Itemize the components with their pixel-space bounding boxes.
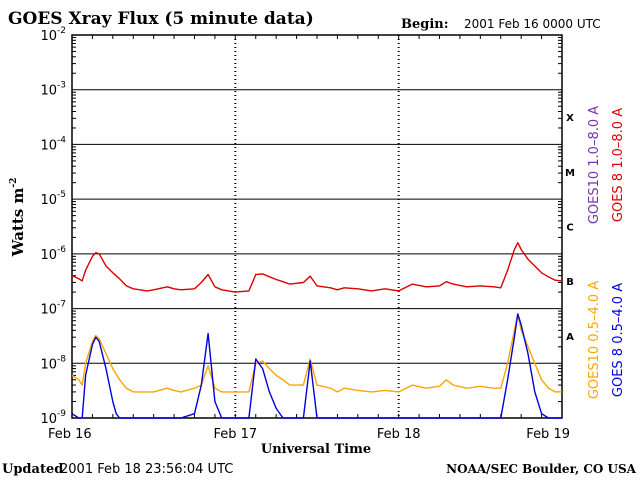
y-tick-base: 10 bbox=[40, 357, 57, 372]
y-tick-base: 10 bbox=[40, 84, 57, 99]
y-tick-base: 10 bbox=[40, 412, 57, 427]
flare-class-label: C bbox=[566, 223, 573, 234]
x-tick-label: Feb 16 bbox=[48, 427, 92, 442]
legend-entry: GOES 8 0.5–4.0 A bbox=[611, 283, 626, 397]
flare-class-label: B bbox=[566, 277, 574, 288]
y-tick-label: 10-7 bbox=[40, 300, 66, 318]
y-tick-base: 10 bbox=[40, 29, 57, 44]
y-tick-label: 10-3 bbox=[40, 81, 66, 99]
y-tick-label: 10-2 bbox=[40, 26, 66, 44]
legend: GOES10 1.0–8.0 A GOES 8 1.0–8.0 A GOES10 0… bbox=[587, 106, 626, 399]
updated-value: 2001 Feb 18 23:56:04 UTC bbox=[60, 462, 233, 477]
x-tick-label: Feb 17 bbox=[213, 427, 257, 442]
chart-title: GOES Xray Flux (5 minute data) bbox=[8, 9, 314, 29]
x-tick-label: Feb 19 bbox=[526, 427, 570, 442]
y-tick-exponent: -3 bbox=[57, 81, 66, 91]
y-tick-exponent: -4 bbox=[57, 135, 66, 145]
y-axis-label-sup: -2 bbox=[9, 178, 19, 188]
y-tick-label: 10-9 bbox=[40, 409, 66, 427]
legend-entry: GOES10 1.0–8.0 A bbox=[587, 106, 602, 224]
begin-label: Begin: bbox=[401, 17, 449, 32]
legend-entry: GOES 8 1.0–8.0 A bbox=[611, 108, 626, 222]
y-tick-exponent: -9 bbox=[57, 409, 66, 419]
updated-label: Updated bbox=[2, 462, 63, 477]
y-tick-label: 10-8 bbox=[40, 354, 66, 372]
y-tick-base: 10 bbox=[40, 138, 57, 153]
series-line bbox=[71, 241, 563, 293]
y-tick-label: 10-5 bbox=[40, 190, 66, 208]
y-tick-exponent: -8 bbox=[57, 354, 66, 364]
flare-class-label: A bbox=[566, 332, 574, 343]
y-tick-exponent: -2 bbox=[57, 26, 66, 36]
x-tick-label: Feb 18 bbox=[377, 427, 421, 442]
begin-value: 2001 Feb 16 0000 UTC bbox=[464, 17, 601, 31]
svg-text:Watts m-2: Watts m-2 bbox=[9, 178, 27, 258]
series-line bbox=[71, 313, 562, 419]
flare-class-label: M bbox=[565, 168, 575, 179]
series-line bbox=[71, 313, 562, 393]
credit-text: NOAA/SEC Boulder, CO USA bbox=[446, 462, 637, 476]
plot-frame bbox=[71, 34, 563, 419]
y-tick-exponent: -7 bbox=[57, 300, 66, 310]
y-tick-exponent: -6 bbox=[57, 245, 66, 255]
y-tick-base: 10 bbox=[40, 248, 57, 263]
flare-class-label: X bbox=[566, 113, 574, 124]
y-tick-exponent: -5 bbox=[57, 190, 66, 200]
y-tick-base: 10 bbox=[40, 193, 57, 208]
y-axis-label: Watts m-2 bbox=[9, 178, 27, 258]
y-tick-label: 10-4 bbox=[40, 135, 66, 153]
x-axis-label: Universal Time bbox=[261, 442, 371, 457]
y-axis-label-text: Watts m bbox=[9, 188, 27, 258]
y-tick-label: 10-6 bbox=[40, 245, 66, 263]
y-tick-base: 10 bbox=[40, 303, 57, 318]
legend-entry: GOES10 0.5–4.0 A bbox=[587, 281, 602, 399]
